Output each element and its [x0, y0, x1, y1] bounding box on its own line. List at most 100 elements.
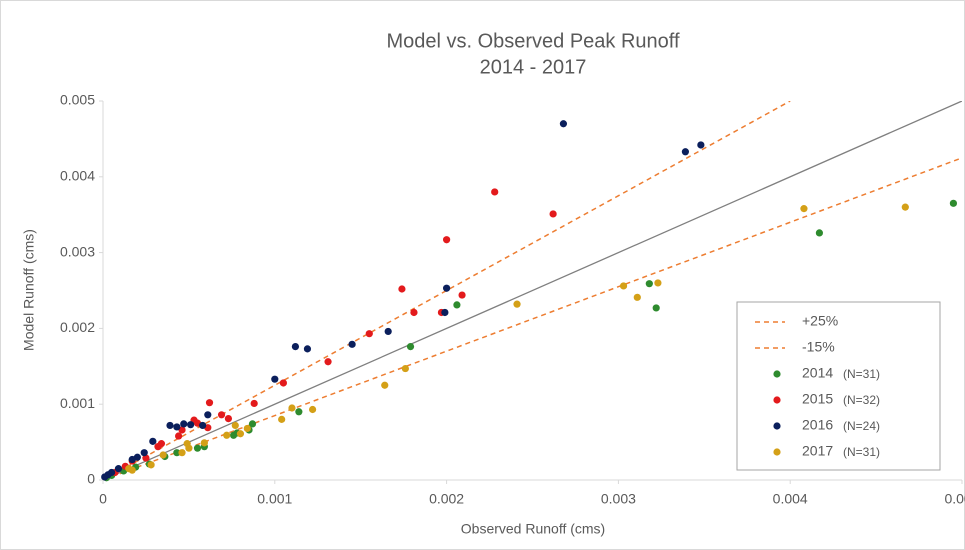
y-tick-label: 0.002 [60, 319, 95, 335]
x-tick-label: 0.004 [773, 491, 808, 507]
point [223, 431, 231, 439]
point [231, 421, 239, 430]
point [549, 210, 557, 218]
y-tick-label: 0.004 [60, 168, 95, 184]
point [114, 465, 123, 473]
point [180, 420, 188, 428]
reference-line [103, 101, 791, 480]
x-tick-label: 0.001 [257, 491, 292, 507]
point [205, 399, 214, 407]
point [200, 439, 208, 447]
point [178, 449, 186, 457]
point [401, 364, 409, 373]
point [453, 301, 461, 309]
legend-label: -15% [802, 339, 835, 355]
point [697, 141, 705, 149]
point [147, 461, 155, 469]
legend-marker [773, 448, 781, 456]
point [303, 345, 312, 353]
point [149, 437, 157, 445]
point [248, 420, 257, 428]
point [513, 300, 521, 308]
point [217, 411, 226, 419]
x-tick-label: 0.003 [601, 491, 636, 507]
chart-title: Model vs. Observed Peak Runoff [386, 30, 680, 52]
point [128, 455, 136, 464]
y-tick-label: 0.005 [60, 92, 95, 108]
point [243, 424, 251, 433]
point [271, 375, 279, 383]
point [229, 431, 238, 439]
point [901, 203, 909, 211]
legend-marker [773, 422, 781, 430]
point [491, 188, 499, 196]
point [348, 340, 356, 348]
point [681, 148, 690, 156]
x-tick-label: 0.002 [429, 491, 464, 507]
legend-label: 2014 [802, 365, 833, 381]
point [410, 308, 418, 317]
point [633, 293, 641, 301]
x-axis-label: Observed Runoff (cms) [461, 521, 605, 537]
point [815, 229, 824, 237]
legend-label: +25% [802, 313, 838, 329]
point [185, 444, 193, 452]
legend-marker [773, 396, 781, 404]
point [250, 399, 258, 408]
point [559, 120, 568, 128]
point [278, 415, 286, 423]
point [204, 411, 212, 419]
point [159, 451, 167, 459]
legend-label: 2017 [802, 443, 833, 459]
point [949, 199, 958, 207]
point [166, 421, 174, 430]
reference-line [103, 101, 962, 480]
legend-n-label: (N=24) [843, 419, 880, 433]
point [125, 465, 133, 473]
legend-label: 2016 [802, 417, 833, 433]
point [384, 327, 392, 336]
point [398, 285, 406, 293]
point [236, 430, 245, 438]
x-tick-label: 0.005 [944, 491, 965, 507]
point [406, 342, 415, 351]
legend-n-label: (N=31) [843, 367, 880, 381]
point [652, 304, 660, 312]
legend-marker [773, 370, 781, 378]
point [193, 444, 202, 452]
point [173, 423, 181, 431]
point [443, 284, 451, 292]
x-tick-label: 0 [99, 491, 107, 507]
point [654, 279, 662, 287]
y-tick-label: 0.003 [60, 243, 95, 259]
legend-n-label: (N=31) [843, 445, 880, 459]
point [308, 405, 317, 414]
point [324, 358, 332, 366]
point [443, 236, 451, 244]
point [224, 415, 233, 423]
point [365, 330, 373, 338]
legend-label: 2015 [802, 391, 833, 407]
point [101, 473, 109, 481]
y-axis-label: Model Runoff (cms) [21, 229, 37, 351]
point [187, 421, 195, 429]
point [154, 443, 162, 451]
point [199, 421, 207, 430]
point [295, 408, 303, 416]
point [619, 282, 628, 290]
point [288, 404, 296, 412]
point [140, 449, 148, 457]
y-tick-label: 0 [87, 471, 95, 487]
point [291, 342, 300, 351]
point [441, 308, 449, 317]
legend-box [736, 301, 941, 471]
point [458, 291, 466, 299]
chart-subtitle: 2014 - 2017 [480, 56, 587, 78]
legend-n-label: (N=32) [843, 393, 880, 407]
point [174, 432, 183, 440]
point [173, 449, 181, 457]
point [279, 379, 287, 387]
point [381, 381, 389, 389]
point [645, 280, 653, 288]
